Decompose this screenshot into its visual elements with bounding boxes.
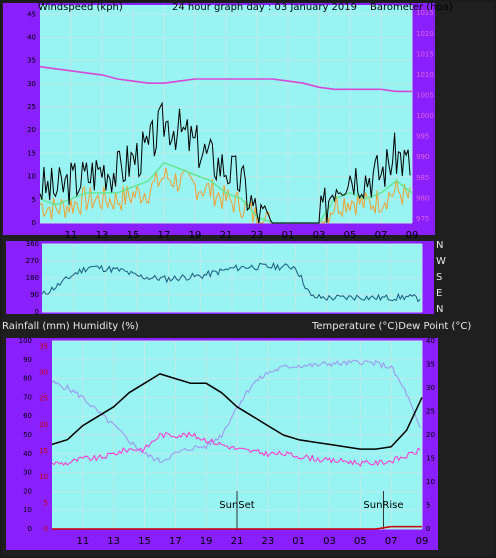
barometer-axis-label: Barometer (hpa)	[370, 2, 453, 13]
baro-y-tick: 1025	[416, 9, 434, 17]
barometer-line	[39, 65, 412, 93]
x-tick-top: 21	[220, 230, 233, 241]
dewpoint-line	[51, 431, 421, 467]
rain-y-tick: 15	[39, 447, 48, 455]
temp-y-tick: 5	[426, 502, 430, 510]
x-tick-top: 03	[313, 230, 326, 241]
humidity-y-tick: 70	[23, 393, 32, 401]
wind-y-tick: 30	[27, 80, 36, 88]
temp-y-tick: 25	[426, 408, 435, 416]
x-tick-bottom: 17	[169, 536, 182, 547]
humidity-y-tick: 20	[23, 487, 32, 495]
x-tick-top: 13	[96, 230, 109, 241]
baro-y-tick: 1005	[416, 91, 434, 99]
x-tick-bottom: 11	[76, 536, 89, 547]
windspeed-axis-label: Windspeed (kph)	[38, 2, 123, 13]
humidity-y-tick: 50	[23, 431, 32, 439]
humidity-y-tick: 30	[23, 469, 32, 477]
x-tick-bottom: 01	[292, 536, 305, 547]
temp-y-tick: 10	[426, 478, 435, 486]
x-tick-bottom: 07	[385, 536, 398, 547]
direction-y-tick: 0	[35, 308, 39, 316]
temp-y-tick: 40	[426, 337, 435, 345]
x-tick-top: 17	[158, 230, 171, 241]
temp-y-tick: 30	[426, 384, 435, 392]
humidity-y-tick: 10	[23, 506, 32, 514]
humidity-y-tick: 100	[19, 337, 32, 345]
wind-y-tick: 45	[27, 10, 36, 18]
wind-y-tick: 0	[32, 219, 36, 227]
temp-y-tick: 35	[426, 361, 435, 369]
x-tick-top: 11	[65, 230, 78, 241]
direction-y-tick: 90	[30, 291, 39, 299]
baro-y-tick: 975	[416, 215, 429, 223]
humidity-y-tick: 0	[28, 525, 32, 533]
rain-y-tick: 0	[44, 525, 48, 533]
wind-y-tick: 10	[27, 173, 36, 181]
humidity-y-tick: 90	[23, 356, 32, 364]
chart-title: 24 hour graph day : 03 January 2019	[172, 2, 357, 13]
compass-n-bottom: N	[436, 304, 444, 315]
x-tick-bottom: 13	[107, 536, 120, 547]
wind-y-tick: 5	[32, 196, 36, 204]
baro-y-tick: 1000	[416, 112, 434, 120]
x-tick-top: 15	[127, 230, 140, 241]
wind-y-tick: 20	[27, 126, 36, 134]
wind-smooth-line	[39, 161, 413, 224]
humidity-y-tick: 80	[23, 375, 32, 383]
sunrise-label: SunRise	[363, 500, 403, 511]
baro-y-tick: 980	[416, 194, 429, 202]
x-tick-bottom: 15	[138, 536, 151, 547]
x-tick-top: 09	[406, 230, 419, 241]
rain-y-tick: 25	[39, 395, 48, 403]
baro-y-tick: 1015	[416, 50, 434, 58]
rain-y-tick: 5	[44, 499, 48, 507]
temp-y-tick: 0	[426, 525, 430, 533]
x-tick-top: 01	[282, 230, 295, 241]
direction-y-tick: 360	[26, 240, 39, 248]
x-tick-top: 05	[344, 230, 357, 241]
wind-y-tick: 35	[27, 57, 36, 65]
sunset-label: SunSet	[219, 500, 255, 511]
x-tick-top: 19	[189, 230, 202, 241]
rain-y-tick: 20	[39, 421, 48, 429]
compass-w: W	[436, 256, 446, 267]
rain-humidity-axis-label: Rainfall (mm) Humidity (%)	[2, 321, 139, 332]
compass-s: S	[436, 272, 443, 283]
temp-y-tick: 15	[426, 455, 435, 463]
rain-y-tick: 35	[39, 343, 48, 351]
x-tick-bottom: 21	[231, 536, 244, 547]
wind-gust-line	[39, 101, 411, 224]
temp-dew-axis-label: Temperature (°C)Dew Point (°C)	[312, 321, 472, 332]
temp-y-tick: 20	[426, 431, 435, 439]
direction-y-tick: 270	[26, 257, 39, 265]
compass-e: E	[436, 288, 443, 299]
x-tick-bottom: 05	[354, 536, 367, 547]
wind-y-tick: 15	[27, 149, 36, 157]
temperature-line	[51, 373, 423, 450]
x-tick-bottom: 03	[323, 536, 336, 547]
direction-y-tick: 180	[26, 274, 39, 282]
compass-n-top: N	[436, 240, 444, 251]
baro-y-tick: 1010	[416, 71, 434, 79]
wind-direction-line	[41, 261, 421, 303]
baro-y-tick: 990	[416, 153, 429, 161]
x-tick-top: 07	[375, 230, 388, 241]
humidity-y-tick: 60	[23, 412, 32, 420]
x-tick-bottom: 19	[200, 536, 213, 547]
wind-y-tick: 40	[27, 33, 36, 41]
x-tick-bottom: 09	[416, 536, 429, 547]
humidity-y-tick: 40	[23, 450, 32, 458]
humidity-line	[51, 359, 421, 463]
x-tick-bottom: 23	[261, 536, 274, 547]
rain-line	[52, 525, 422, 530]
rain-y-tick: 10	[39, 473, 48, 481]
baro-y-tick: 1020	[416, 30, 434, 38]
wind-y-tick: 25	[27, 103, 36, 111]
baro-y-tick: 995	[416, 133, 429, 141]
x-tick-top: 23	[251, 230, 264, 241]
baro-y-tick: 985	[416, 174, 429, 182]
rain-y-tick: 30	[39, 369, 48, 377]
